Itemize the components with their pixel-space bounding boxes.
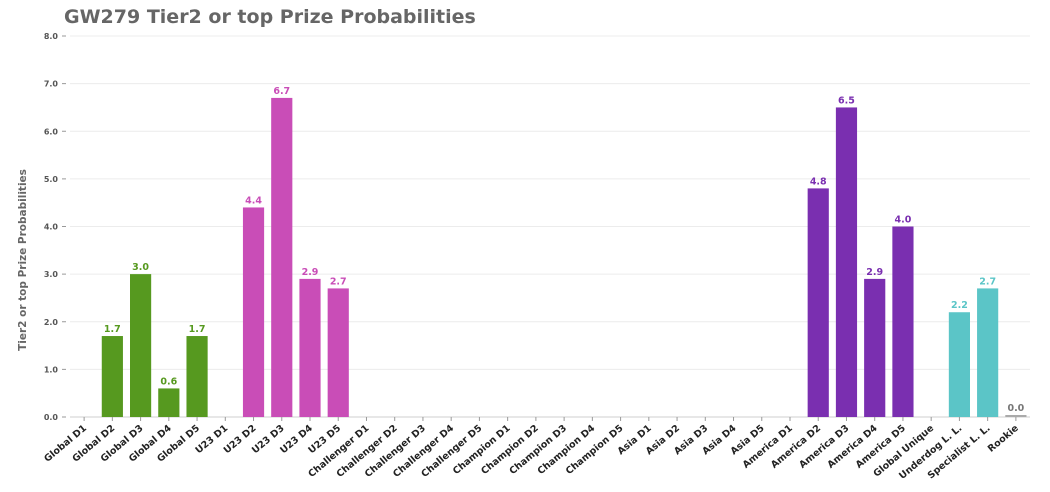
bar — [299, 278, 321, 417]
bar — [892, 226, 914, 417]
y-tick-label: 0.0 — [44, 413, 59, 422]
bar-value-label: 2.7 — [979, 276, 996, 287]
bar-value-label: 4.4 — [245, 195, 262, 206]
y-tick-label: 1.0 — [44, 365, 59, 374]
grid-layer — [70, 35, 1030, 418]
chart-title: GW279 Tier2 or top Prize Probabilities — [64, 6, 476, 28]
bar — [242, 207, 265, 417]
bar-value-label: 0.0 — [1007, 403, 1024, 414]
bar-value-label: 1.7 — [104, 324, 121, 335]
bar — [835, 107, 858, 417]
bar-value-label: 2.2 — [951, 300, 968, 311]
bar — [1005, 415, 1027, 417]
bar — [327, 288, 349, 417]
y-tick-label: 6.0 — [44, 127, 59, 136]
bar-value-label: 2.7 — [330, 276, 347, 287]
bar — [130, 274, 152, 417]
bar-value-label: 2.9 — [866, 267, 883, 278]
bar-value-label: 4.8 — [810, 176, 827, 187]
bar — [158, 388, 180, 417]
bar-value-label: 1.7 — [189, 324, 206, 335]
bar — [186, 336, 208, 417]
y-axis: 0.0 1.0 2.0 3.0 4.0 5.0 6.0 7.0 8.0 — [44, 32, 66, 422]
bar-value-label: 4.0 — [895, 215, 912, 226]
bar-value-label: 6.7 — [273, 86, 290, 97]
value-labels: 1.7 3.0 0.6 1.7 4.4 6.7 2.9 2.7 4.8 6.5 2.9 4.0 2.2 2… — [104, 86, 1025, 414]
bar — [807, 188, 829, 417]
bar — [948, 312, 970, 417]
y-tick-label: 2.0 — [44, 318, 59, 327]
bar — [271, 97, 293, 417]
y-axis-title: Tier2 or top Prize Probabilities — [17, 169, 29, 351]
bar-value-label: 6.5 — [838, 95, 855, 106]
bar-value-label: 3.0 — [132, 262, 149, 273]
bar-value-label: 0.6 — [160, 376, 177, 387]
y-tick-label: 7.0 — [44, 80, 59, 89]
y-tick-label: 5.0 — [44, 175, 59, 184]
y-tick-label: 3.0 — [44, 270, 59, 279]
bar — [864, 278, 886, 417]
x-category-label: Rookie — [986, 423, 1021, 455]
bar — [101, 336, 123, 417]
bar — [977, 288, 999, 417]
y-tick-label: 4.0 — [44, 223, 59, 232]
bars-layer — [101, 97, 1027, 417]
bar-value-label: 2.9 — [302, 267, 319, 278]
y-tick-label: 8.0 — [44, 32, 59, 41]
